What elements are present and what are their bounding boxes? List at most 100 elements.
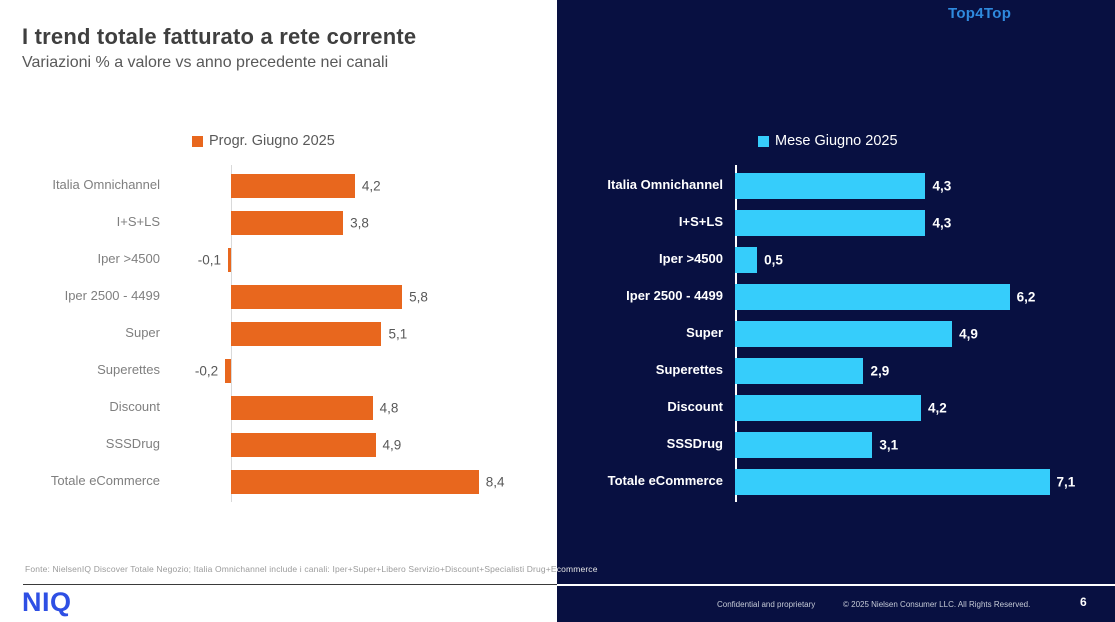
category-label: SSSDrug	[666, 436, 723, 452]
bar	[735, 320, 953, 347]
plot-area: 5,8	[160, 278, 545, 315]
value-label: 4,9	[382, 437, 402, 452]
value-label: 2,9	[870, 363, 890, 378]
category-label: SSSDrug	[105, 436, 160, 452]
chart-row: Totale eCommerce 7,1	[560, 463, 1110, 500]
plot-area: 6,2	[723, 278, 1110, 315]
chart-row: Discount 4,8	[20, 389, 545, 426]
bar	[231, 469, 479, 494]
legend-swatch-cyan-icon	[758, 135, 769, 147]
chart-row: Totale eCommerce 8,4	[20, 463, 545, 500]
chart-row: Iper 2500 - 4499 6,2	[560, 278, 1110, 315]
chart-row: Superettes 2,9	[560, 352, 1110, 389]
chart-row: Iper 2500 - 4499 5,8	[20, 278, 545, 315]
plot-area: 4,9	[723, 315, 1110, 352]
bar	[225, 358, 231, 383]
value-label: 4,9	[959, 326, 978, 341]
category-label: Super	[686, 325, 723, 341]
value-label: 8,4	[485, 474, 505, 489]
plot-area: 4,8	[160, 389, 545, 426]
plot-area: 7,1	[723, 463, 1110, 500]
category-label: Italia Omnichannel	[607, 177, 723, 193]
category-label: Iper 2500 - 4499	[64, 288, 160, 304]
bar	[231, 284, 403, 309]
value-label: 5,8	[409, 289, 428, 304]
bar	[735, 209, 926, 236]
category-label: Iper >4500	[659, 251, 723, 267]
bar	[735, 357, 864, 384]
plot-area: 0,5	[723, 241, 1110, 278]
page-number: 6	[1080, 595, 1087, 609]
chart-row: Discount 4,2	[560, 389, 1110, 426]
chart-row: Superettes -0,2	[20, 352, 545, 389]
plot-area: 8,4	[160, 463, 545, 500]
plot-area: 2,9	[723, 352, 1110, 389]
top4top-label: Top4Top	[948, 5, 1012, 22]
source-note-text: Fonte: NielsenIQ Discover Totale Negozio…	[25, 564, 598, 574]
category-label: Discount	[667, 399, 723, 415]
category-label: Super	[125, 325, 160, 341]
plot-area: -0,1	[160, 241, 545, 278]
legend-progr-giugno: Progr. Giugno 2025	[192, 133, 335, 149]
right-panel-background	[557, 0, 1115, 622]
chart-row: Super 4,9	[560, 315, 1110, 352]
footer-divider-left	[23, 584, 557, 585]
chart-mese-giugno-2025: Italia Omnichannel 4,3 I+S+LS 4,3 Iper >4500…	[560, 167, 1110, 500]
plot-area: 3,8	[160, 204, 545, 241]
chart-row: Super 5,1	[20, 315, 545, 352]
category-label: Iper >4500	[97, 251, 160, 267]
legend-swatch-orange-icon	[192, 135, 203, 147]
legend-label: Mese Giugno 2025	[775, 133, 898, 149]
confidential-label: Confidential and proprietary	[717, 600, 816, 609]
value-label: -0,2	[194, 363, 219, 378]
page-subtitle: Variazioni % a valore vs anno precedente…	[22, 54, 389, 71]
bar	[231, 395, 373, 420]
page-title: I trend totale fatturato a rete corrente	[22, 24, 417, 49]
value-label: 4,8	[379, 400, 399, 415]
chart-row: SSSDrug 4,9	[20, 426, 545, 463]
chart-row: I+S+LS 4,3	[560, 204, 1110, 241]
category-label: Italia Omnichannel	[52, 177, 160, 193]
chart-row: Italia Omnichannel 4,2	[20, 167, 545, 204]
category-label: Superettes	[655, 362, 723, 378]
bar	[231, 321, 382, 346]
value-label: 3,8	[350, 215, 369, 230]
source-note-text-on-dark: Fonte: NielsenIQ Discover Totale Negozio…	[25, 564, 598, 574]
plot-area: -0,2	[160, 352, 545, 389]
value-label: 6,2	[1016, 289, 1036, 304]
bar	[735, 172, 926, 199]
value-label: 7,1	[1056, 474, 1076, 489]
plot-area: 4,9	[160, 426, 545, 463]
bar	[231, 173, 355, 198]
value-label: 4,2	[361, 178, 381, 193]
category-label: I+S+LS	[678, 214, 723, 230]
category-label: I+S+LS	[116, 214, 160, 230]
legend-label: Progr. Giugno 2025	[209, 133, 335, 149]
plot-area: 3,1	[723, 426, 1110, 463]
value-label: -0,1	[197, 252, 222, 267]
bar	[735, 431, 873, 458]
chart-row: Iper >4500 -0,1	[20, 241, 545, 278]
category-label: Iper 2500 - 4499	[626, 288, 723, 304]
chart-row: Iper >4500 0,5	[560, 241, 1110, 278]
category-label: Discount	[109, 399, 160, 415]
category-label: Totale eCommerce	[50, 473, 160, 489]
plot-area: 5,1	[160, 315, 545, 352]
bar	[228, 247, 231, 272]
copyright-label: © 2025 Nielsen Consumer LLC. All Rights …	[843, 600, 1031, 609]
plot-area: 4,2	[723, 389, 1110, 426]
bar	[735, 246, 758, 273]
value-label: 5,1	[388, 326, 408, 341]
value-label: 4,3	[932, 178, 952, 193]
value-label: 4,2	[928, 400, 947, 415]
plot-area: 4,3	[723, 204, 1110, 241]
footer-divider-right	[557, 584, 1115, 586]
chart-row: SSSDrug 3,1	[560, 426, 1110, 463]
value-label: 4,3	[932, 215, 952, 230]
bar	[735, 283, 1010, 310]
chart-row: I+S+LS 3,8	[20, 204, 545, 241]
plot-area: 4,2	[160, 167, 545, 204]
niq-logo: NIQ	[22, 587, 72, 617]
value-label: 3,1	[879, 437, 899, 452]
legend-mese-giugno: Mese Giugno 2025	[758, 133, 898, 149]
